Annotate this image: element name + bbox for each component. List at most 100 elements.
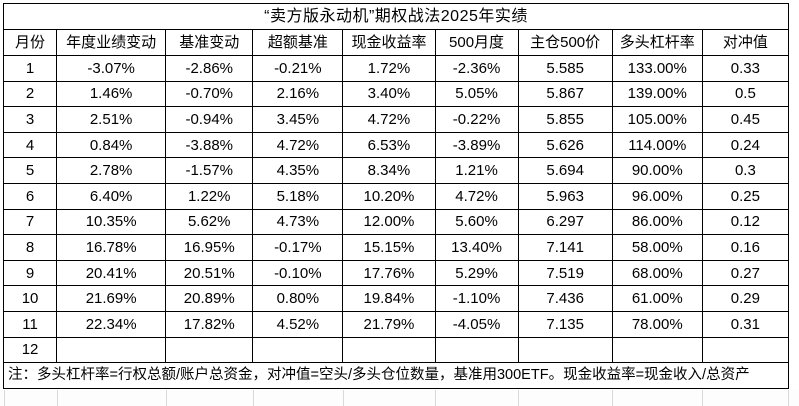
table-cell[interactable]: 133.00% xyxy=(611,55,703,82)
table-cell[interactable]: 2 xyxy=(2,80,58,108)
table-cell[interactable] xyxy=(342,336,436,364)
table-cell[interactable]: 139.00% xyxy=(611,80,703,108)
column-header-excess-benchmark[interactable]: 超额基准 xyxy=(252,29,344,56)
table-cell[interactable]: 10.35% xyxy=(56,208,167,236)
table-cell[interactable]: 0.24 xyxy=(701,131,790,159)
table-cell[interactable]: 5.867 xyxy=(517,80,613,108)
table-cell[interactable]: 5 xyxy=(2,157,58,184)
table-cell[interactable]: -0.22% xyxy=(434,106,519,133)
column-header-csi500-monthly[interactable]: 500月度 xyxy=(434,29,519,56)
table-cell[interactable]: 5.62% xyxy=(165,208,254,236)
table-cell[interactable]: 8.34% xyxy=(342,157,436,184)
table-cell[interactable]: 20.89% xyxy=(165,285,254,312)
table-cell[interactable]: 4.72% xyxy=(342,106,436,133)
table-cell[interactable]: 9 xyxy=(2,259,58,287)
table-cell[interactable]: 20.41% xyxy=(56,259,167,287)
table-cell[interactable]: 86.00% xyxy=(611,208,703,236)
table-cell[interactable]: 1.72% xyxy=(342,55,436,82)
table-cell[interactable]: 96.00% xyxy=(611,182,703,210)
table-cell[interactable]: 2.16% xyxy=(252,80,344,108)
table-cell[interactable] xyxy=(165,336,254,364)
table-cell[interactable]: 4.73% xyxy=(252,208,344,236)
table-cell[interactable]: 0.3 xyxy=(701,157,790,184)
table-cell[interactable]: 17.76% xyxy=(342,259,436,287)
table-cell[interactable]: 19.84% xyxy=(342,285,436,312)
table-cell[interactable]: 12 xyxy=(2,336,58,364)
table-cell[interactable]: -2.86% xyxy=(165,55,254,82)
table-cell[interactable]: 5.855 xyxy=(517,106,613,133)
table-cell[interactable]: 0.84% xyxy=(56,131,167,159)
table-cell[interactable]: 0.5 xyxy=(701,80,790,108)
table-cell[interactable]: -0.21% xyxy=(252,55,344,82)
table-cell[interactable]: 0.12 xyxy=(701,208,790,236)
table-cell[interactable]: 3.40% xyxy=(342,80,436,108)
table-cell[interactable] xyxy=(434,336,519,364)
column-header-benchmark-change[interactable]: 基准变动 xyxy=(165,29,254,56)
table-cell[interactable]: 105.00% xyxy=(611,106,703,133)
table-cell[interactable]: 5.05% xyxy=(434,80,519,108)
table-cell[interactable]: 6.40% xyxy=(56,182,167,210)
table-cell[interactable]: 4.52% xyxy=(252,310,344,338)
table-cell[interactable]: 6.297 xyxy=(517,208,613,236)
table-cell[interactable]: 1 xyxy=(2,55,58,82)
table-cell[interactable]: 13.40% xyxy=(434,234,519,261)
table-cell[interactable]: 15.15% xyxy=(342,234,436,261)
column-header-long-leverage[interactable]: 多头杠杆率 xyxy=(611,29,703,56)
table-cell[interactable]: 6 xyxy=(2,182,58,210)
table-cell[interactable]: 5.60% xyxy=(434,208,519,236)
table-cell[interactable]: 7.519 xyxy=(517,259,613,287)
table-cell[interactable]: 22.34% xyxy=(56,310,167,338)
table-cell[interactable] xyxy=(252,336,344,364)
table-cell[interactable]: 78.00% xyxy=(611,310,703,338)
table-cell[interactable]: 10.20% xyxy=(342,182,436,210)
column-header-annual-performance[interactable]: 年度业绩变动 xyxy=(56,29,167,56)
table-cell[interactable]: 21.79% xyxy=(342,310,436,338)
table-cell[interactable]: 7.135 xyxy=(517,310,613,338)
table-cell[interactable]: -1.10% xyxy=(434,285,519,312)
table-cell[interactable] xyxy=(611,336,703,364)
table-cell[interactable]: 5.18% xyxy=(252,182,344,210)
table-cell[interactable]: 90.00% xyxy=(611,157,703,184)
table-cell[interactable]: 0.27 xyxy=(701,259,790,287)
table-cell[interactable]: 11 xyxy=(2,310,58,338)
table-cell[interactable]: 17.82% xyxy=(165,310,254,338)
table-cell[interactable]: 7.141 xyxy=(517,234,613,261)
table-cell[interactable]: 0.16 xyxy=(701,234,790,261)
table-cell[interactable]: 0.45 xyxy=(701,106,790,133)
table-cell[interactable]: 1.46% xyxy=(56,80,167,108)
table-cell[interactable]: 20.51% xyxy=(165,259,254,287)
table-cell[interactable]: -3.89% xyxy=(434,131,519,159)
column-header-cash-yield[interactable]: 现金收益率 xyxy=(342,29,436,56)
table-cell[interactable]: 2.78% xyxy=(56,157,167,184)
table-cell[interactable]: -2.36% xyxy=(434,55,519,82)
table-cell[interactable]: 4.35% xyxy=(252,157,344,184)
column-header-hedge-value[interactable]: 对冲值 xyxy=(701,29,790,56)
table-cell[interactable]: 4.72% xyxy=(434,182,519,210)
table-cell[interactable]: 0.80% xyxy=(252,285,344,312)
table-cell[interactable]: -4.05% xyxy=(434,310,519,338)
table-cell[interactable]: 5.626 xyxy=(517,131,613,159)
table-cell[interactable]: 6.53% xyxy=(342,131,436,159)
table-cell[interactable]: 1.22% xyxy=(165,182,254,210)
table-cell[interactable]: 61.00% xyxy=(611,285,703,312)
table-cell[interactable]: 3 xyxy=(2,106,58,133)
table-cell[interactable]: 7.436 xyxy=(517,285,613,312)
column-header-month[interactable]: 月份 xyxy=(2,29,58,56)
column-header-main-position-500-price[interactable]: 主仓500价 xyxy=(517,29,613,56)
table-cell[interactable]: 58.00% xyxy=(611,234,703,261)
table-cell[interactable]: -0.94% xyxy=(165,106,254,133)
table-cell[interactable]: -0.70% xyxy=(165,80,254,108)
table-cell[interactable]: 2.51% xyxy=(56,106,167,133)
table-cell[interactable]: 114.00% xyxy=(611,131,703,159)
table-cell[interactable]: -0.10% xyxy=(252,259,344,287)
table-cell[interactable]: 0.31 xyxy=(701,310,790,338)
table-cell[interactable]: 16.78% xyxy=(56,234,167,261)
table-cell[interactable]: -1.57% xyxy=(165,157,254,184)
table-cell[interactable]: -0.17% xyxy=(252,234,344,261)
table-cell[interactable]: 5.694 xyxy=(517,157,613,184)
table-cell[interactable]: 5.963 xyxy=(517,182,613,210)
table-cell[interactable]: 7 xyxy=(2,208,58,236)
table-cell[interactable]: -3.07% xyxy=(56,55,167,82)
table-cell[interactable]: 8 xyxy=(2,234,58,261)
table-cell[interactable]: 68.00% xyxy=(611,259,703,287)
